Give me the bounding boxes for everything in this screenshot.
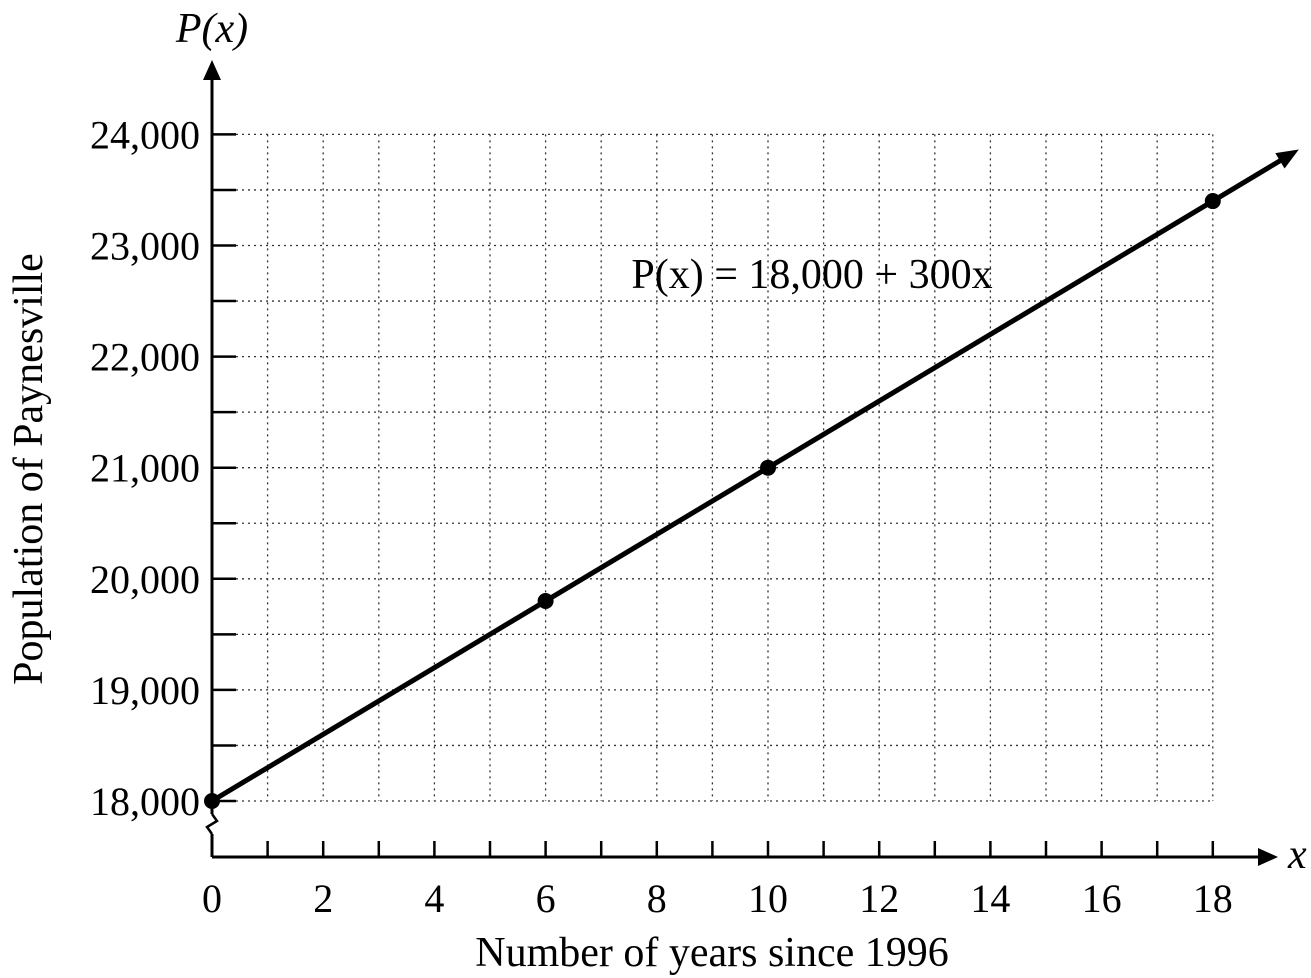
y-tick-labels: 18,000 19,000 20,000 21,000 22,000 23,000 24,0… [90,112,200,824]
x-axis-variable: x [1287,832,1307,878]
x-tick-label: 4 [424,876,444,921]
x-axis-arrow-icon [1258,848,1278,866]
x-tick-labels: 0 2 4 6 8 10 12 14 16 18 [202,876,1233,921]
y-tick-label: 22,000 [90,335,200,380]
y-axis-arrow-icon [203,60,221,80]
equation-annotation: P(x) = 18,000 + 300x [631,252,992,298]
grid [212,133,1214,802]
x-tick-label: 10 [748,876,788,921]
y-tick-label: 19,000 [90,668,200,713]
series-line [210,155,1287,804]
x-axis-title: Number of years since 1996 [475,930,949,976]
y-tick-label: 24,000 [90,112,200,157]
x-tick-label: 16 [1082,876,1122,921]
data-point [1204,193,1221,210]
y-axis-variable: P(x) [175,6,248,52]
y-axis-title: Population of Paynesville [6,253,52,685]
x-tick-label: 14 [970,876,1010,921]
y-tick-label: 20,000 [90,557,200,602]
x-tick-label: 6 [536,876,556,921]
y-tick-label: 21,000 [90,446,200,491]
y-axis-break-icon [205,813,219,835]
data-point [760,459,776,476]
x-tick-label: 8 [647,876,667,921]
data-point [537,593,554,610]
data-point [204,793,220,809]
x-tick-label: 2 [313,876,333,921]
series-arrow-icon [1275,149,1299,169]
x-tick-label: 18 [1193,876,1233,921]
y-tick-label: 18,000 [90,779,200,824]
x-tick-label: 12 [859,876,899,921]
ticks [212,133,1215,857]
x-tick-label: 0 [202,876,222,921]
y-tick-label: 23,000 [90,224,200,269]
plot-area [204,149,1299,809]
